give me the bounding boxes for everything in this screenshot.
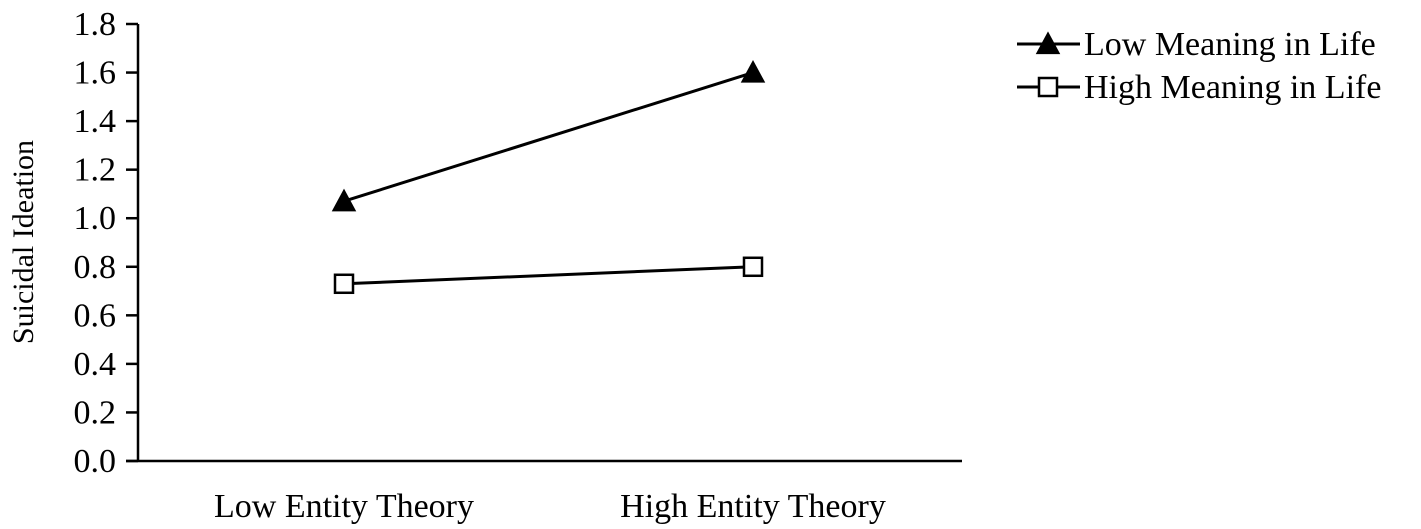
y-tick-label: 1.2 (74, 152, 117, 189)
y-tick-label: 0.2 (74, 394, 117, 431)
y-tick-label: 0.4 (74, 346, 117, 383)
y-tick-label: 1.8 (74, 6, 117, 43)
y-tick-label: 1.6 (74, 55, 117, 92)
y-tick-label: 0.6 (74, 297, 117, 334)
legend-label: Low Meaning in Life (1084, 26, 1376, 63)
legend: Low Meaning in Life High Meaning in Life (1017, 26, 1381, 106)
data-point-triangle-marker (331, 188, 357, 212)
legend-label: High Meaning in Life (1084, 69, 1381, 106)
y-ticks: 0.0 0.2 0.4 0.6 0.8 1.0 1.2 1.4 1.6 1.8 (74, 6, 138, 480)
data-point-triangle-marker (740, 59, 766, 83)
data-point-square-marker (742, 256, 764, 278)
series-layer (331, 59, 766, 295)
y-tick-label: 0.8 (74, 249, 117, 286)
series-line-high-meaning (343, 265, 754, 286)
legend-triangle-marker (1035, 31, 1061, 55)
x-category-label: High Entity Theory (620, 488, 886, 525)
data-point-square-marker (333, 273, 355, 295)
legend-square-marker (1037, 76, 1059, 98)
series-line-low-meaning (343, 71, 754, 203)
plot-area: 0.0 0.2 0.4 0.6 0.8 1.0 1.2 1.4 1.6 1.8 Low Entit… (74, 6, 962, 525)
y-tick-label: 0.0 (74, 443, 117, 480)
x-category-label: Low Entity Theory (214, 488, 474, 525)
y-tick-label: 1.0 (74, 200, 117, 237)
x-ticks: Low Entity Theory High Entity Theory (214, 488, 886, 525)
y-tick-label: 1.4 (74, 103, 117, 140)
y-axis-title: Suicidal Ideation (7, 140, 40, 344)
